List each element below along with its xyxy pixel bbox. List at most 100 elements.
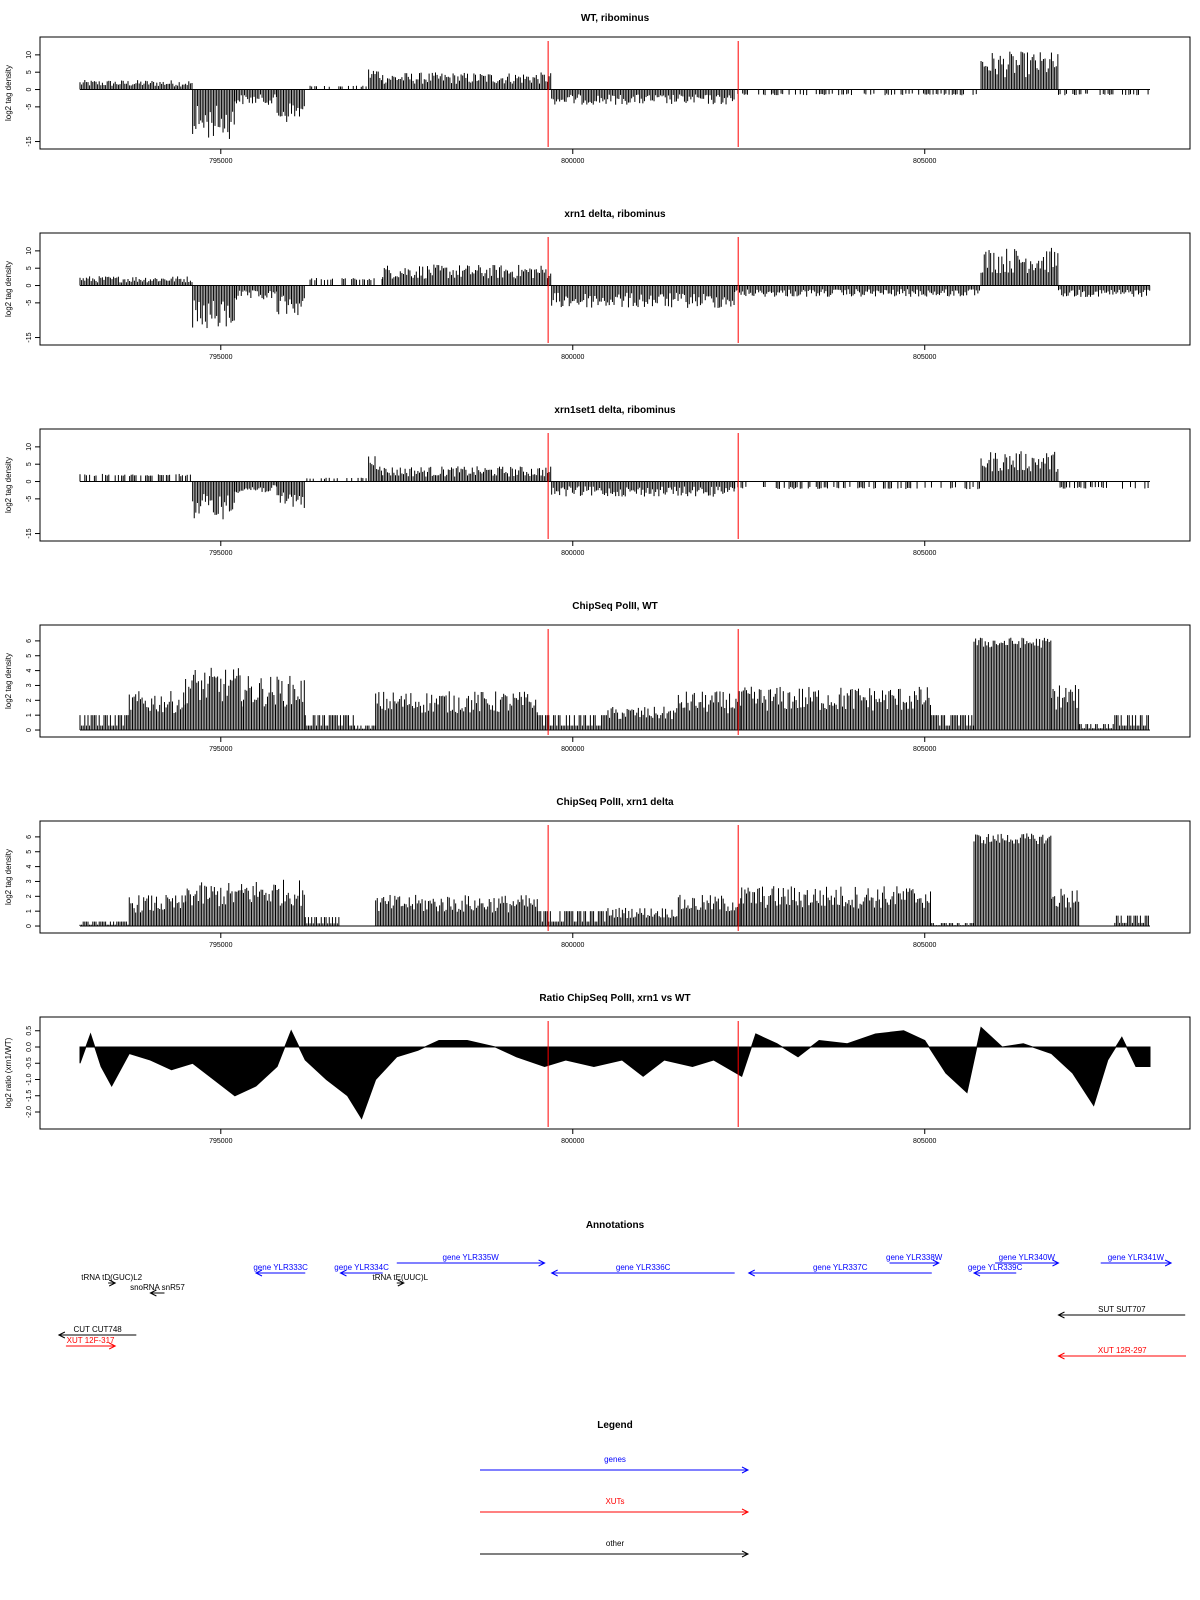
arrowhead bbox=[397, 1279, 405, 1287]
y-tick-label: -5 bbox=[26, 300, 33, 306]
x-tick-label: 805000 bbox=[913, 1138, 936, 1145]
x-tick-label: 800000 bbox=[561, 746, 584, 753]
x-tick-label: 805000 bbox=[913, 550, 936, 557]
y-axis-label: log2 tag density bbox=[4, 653, 13, 709]
y-tick-label: 10 bbox=[26, 51, 33, 59]
x-tick-label: 805000 bbox=[913, 746, 936, 753]
feature-label: snoRNA snR57 bbox=[130, 1283, 185, 1292]
panel-title: ChipSeq PolII, xrn1 delta bbox=[556, 797, 674, 808]
annotations-track: Annotations gene YLR333C gene YLR334C gene … bbox=[57, 1220, 1186, 1360]
arrowhead bbox=[339, 1269, 347, 1277]
legend-label: other bbox=[606, 1539, 625, 1548]
arrowhead bbox=[254, 1269, 263, 1277]
bar-series bbox=[79, 637, 1149, 731]
arrowhead bbox=[108, 1342, 117, 1350]
legend-title: Legend bbox=[597, 1420, 633, 1431]
y-tick-label: -2.0 bbox=[26, 1106, 33, 1118]
y-tick-label: 1 bbox=[26, 909, 33, 913]
y-tick-label: 4 bbox=[26, 669, 33, 673]
x-tick-label: 800000 bbox=[561, 1138, 584, 1145]
feature-label: gene YLR336C bbox=[616, 1263, 671, 1272]
panel-title: xrn1 delta, ribominus bbox=[564, 209, 666, 220]
y-tick-label: 3 bbox=[26, 683, 33, 687]
y-tick-label: -5 bbox=[26, 104, 33, 110]
y-tick-label: 3 bbox=[26, 879, 33, 883]
y-tick-label: 2 bbox=[26, 894, 33, 898]
arrowhead bbox=[108, 1279, 117, 1287]
feature-label: gene YLR333C bbox=[253, 1263, 308, 1272]
y-tick-label: 0 bbox=[26, 479, 33, 483]
y-axis-label: log2 tag density bbox=[4, 261, 13, 317]
feature-label: gene YLR335W bbox=[443, 1253, 500, 1262]
x-tick-label: 800000 bbox=[561, 158, 584, 165]
x-tick-label: 805000 bbox=[913, 158, 936, 165]
y-tick-label: 0 bbox=[26, 87, 33, 91]
panel-4: ChipSeq PolII, WT log2 tag density 0 1 2 3 4 5 6… bbox=[4, 601, 1191, 753]
arrowhead bbox=[741, 1550, 750, 1558]
x-tick-label: 795000 bbox=[209, 942, 232, 949]
x-tick-label: 800000 bbox=[561, 942, 584, 949]
arrowhead bbox=[1052, 1259, 1060, 1267]
arrowhead bbox=[747, 1269, 755, 1277]
bar-series bbox=[79, 247, 1151, 329]
arrowhead bbox=[1164, 1259, 1173, 1267]
feature-label: tRNA tD(GUC)L2 bbox=[81, 1273, 142, 1282]
panel-6: Ratio ChipSeq PolII, xrn1 vs WT log2 rati… bbox=[4, 993, 1191, 1145]
arrowhead bbox=[57, 1331, 66, 1339]
y-tick-label: 10 bbox=[26, 443, 33, 451]
feature-label: gene YLR340W bbox=[999, 1253, 1056, 1262]
arrowhead bbox=[972, 1269, 981, 1277]
feature-label: gene YLR337C bbox=[813, 1263, 868, 1272]
feature-label: tRNA tE(UUC)L bbox=[373, 1273, 429, 1282]
arrowhead bbox=[149, 1289, 157, 1297]
y-tick-label: 1 bbox=[26, 713, 33, 717]
x-tick-label: 800000 bbox=[561, 550, 584, 557]
x-tick-label: 805000 bbox=[913, 354, 936, 361]
x-tick-label: 795000 bbox=[209, 1138, 232, 1145]
y-tick-label: -1.0 bbox=[26, 1073, 33, 1085]
plot-frame bbox=[39, 36, 1191, 150]
y-tick-label: 0 bbox=[26, 283, 33, 287]
y-tick-label: 2 bbox=[26, 698, 33, 702]
y-tick-label: 5 bbox=[26, 70, 33, 74]
panel-5: ChipSeq PolII, xrn1 delta log2 tag densit… bbox=[4, 797, 1191, 949]
y-tick-label: -15 bbox=[26, 528, 33, 538]
y-tick-label: -1.5 bbox=[26, 1090, 33, 1102]
panel-title: Ratio ChipSeq PolII, xrn1 vs WT bbox=[539, 993, 690, 1004]
y-tick-label: 10 bbox=[26, 247, 33, 255]
panel-3: xrn1set1 delta, ribominus log2 tag densit… bbox=[4, 405, 1191, 557]
y-tick-label: 0 bbox=[26, 924, 33, 928]
arrowhead bbox=[741, 1508, 750, 1516]
panel-title: xrn1set1 delta, ribominus bbox=[554, 405, 676, 416]
arrowhead bbox=[932, 1259, 940, 1267]
bar-series bbox=[79, 451, 1149, 520]
feature-label: gene YLR339C bbox=[968, 1263, 1023, 1272]
y-tick-label: 5 bbox=[26, 462, 33, 466]
arrowhead bbox=[1057, 1352, 1065, 1360]
feature-label: XUT 12F-317 bbox=[67, 1336, 115, 1345]
x-tick-label: 795000 bbox=[209, 746, 232, 753]
feature-label: gene YLR338W bbox=[886, 1253, 943, 1262]
feature-label: gene YLR341W bbox=[1108, 1253, 1165, 1262]
y-tick-label: 0.5 bbox=[26, 1026, 33, 1036]
arrowhead bbox=[741, 1466, 750, 1474]
panel-2: xrn1 delta, ribominus log2 tag density -15… bbox=[4, 209, 1191, 361]
arrowhead bbox=[538, 1259, 546, 1267]
plot-frame bbox=[39, 1016, 1191, 1130]
ratio-area bbox=[79, 1026, 1151, 1120]
y-axis-label: log2 tag density bbox=[4, 849, 13, 905]
feature-label: SUT SUT707 bbox=[1098, 1305, 1146, 1314]
panel-title: WT, ribominus bbox=[581, 13, 650, 24]
legend-label: genes bbox=[604, 1455, 626, 1464]
y-tick-label: 4 bbox=[26, 865, 33, 869]
x-tick-label: 800000 bbox=[561, 354, 584, 361]
plot-frame bbox=[39, 232, 1191, 346]
plot-frame bbox=[39, 428, 1191, 542]
feature-label: XUT 12R-297 bbox=[1098, 1346, 1147, 1355]
y-tick-label: -0.5 bbox=[26, 1057, 33, 1069]
y-tick-label: 0 bbox=[26, 728, 33, 732]
y-tick-label: 0.0 bbox=[26, 1042, 33, 1052]
y-tick-label: 5 bbox=[26, 850, 33, 854]
legend-label: XUTs bbox=[605, 1497, 624, 1506]
arrowhead bbox=[1057, 1311, 1065, 1319]
